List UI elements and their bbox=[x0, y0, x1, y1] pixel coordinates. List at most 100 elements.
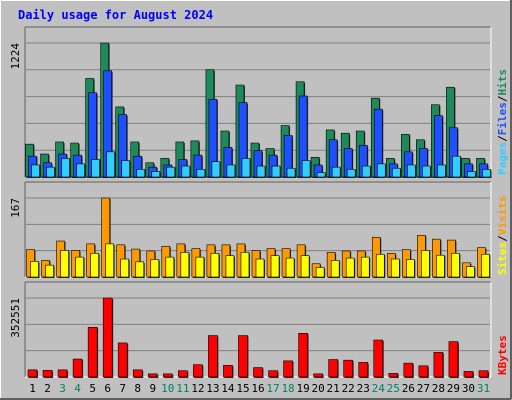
bar-pages-day-8 bbox=[136, 169, 146, 178]
bar-sites-day-11 bbox=[180, 252, 190, 278]
bar-kbytes-day-17 bbox=[268, 370, 278, 378]
bar-pages-day-17 bbox=[271, 165, 281, 178]
bar-kbytes-day-8 bbox=[132, 369, 143, 378]
y-axis-max-label: 352551 bbox=[9, 298, 22, 338]
bar-kbytes-day-15 bbox=[238, 335, 248, 378]
bar-pages-day-31 bbox=[482, 169, 491, 178]
legend-entry: Sites bbox=[496, 242, 509, 275]
legend-separator: / bbox=[496, 135, 509, 142]
bar-kbytes-day-14 bbox=[223, 365, 233, 378]
bar-pages-day-16 bbox=[256, 165, 266, 178]
y-axis-max-label: 167 bbox=[9, 198, 22, 218]
bar-sites-day-17 bbox=[270, 255, 280, 278]
bar-pages-day-14 bbox=[226, 164, 236, 178]
x-tick-label: 25 bbox=[387, 382, 400, 395]
x-tick-label: 19 bbox=[296, 382, 309, 395]
bar-sites-day-3 bbox=[60, 250, 69, 278]
bar-sites-day-12 bbox=[195, 256, 205, 278]
legend-separator: / bbox=[496, 95, 509, 102]
bar-sites-day-27 bbox=[421, 250, 430, 278]
bar-kbytes-day-21 bbox=[328, 359, 338, 378]
bar-kbytes-day-29 bbox=[448, 341, 459, 378]
bar-kbytes-day-1 bbox=[27, 369, 38, 378]
bar-sites-day-31 bbox=[481, 253, 490, 278]
x-tick-label: 23 bbox=[357, 382, 370, 395]
bar-pages-day-23 bbox=[361, 165, 371, 178]
x-tick-label: 21 bbox=[327, 382, 340, 395]
bar-pages-day-5 bbox=[91, 159, 100, 178]
bar-kbytes-day-24 bbox=[373, 339, 384, 378]
x-tick-label: 11 bbox=[176, 382, 189, 395]
x-tick-label: 18 bbox=[281, 382, 294, 395]
bar-sites-day-21 bbox=[330, 260, 340, 278]
bar-kbytes-day-28 bbox=[433, 352, 444, 378]
legend-entry: Pages bbox=[496, 142, 509, 175]
bar-kbytes-day-10 bbox=[163, 373, 173, 378]
x-tick-label: 24 bbox=[372, 382, 386, 395]
x-tick-label: 7 bbox=[119, 382, 126, 395]
bar-sites-day-30 bbox=[466, 266, 475, 278]
bar-sites-day-24 bbox=[375, 253, 385, 278]
x-tick-label: 5 bbox=[89, 382, 96, 395]
bar-kbytes-day-6 bbox=[102, 297, 113, 378]
x-tick-label: 12 bbox=[191, 382, 204, 395]
legend-visits-sites: Sites/Visits bbox=[496, 196, 509, 276]
chart-title: Daily usage for August 2024 bbox=[18, 8, 213, 22]
legend-entry: Files bbox=[496, 102, 509, 135]
y-axis-max-label: 1224 bbox=[9, 43, 22, 70]
bar-pages-day-28 bbox=[437, 164, 446, 178]
bar-pages-day-18 bbox=[286, 167, 296, 178]
bar-sites-day-1 bbox=[30, 261, 39, 278]
bar-pages-day-24 bbox=[376, 163, 386, 178]
x-tick-label: 17 bbox=[266, 382, 279, 395]
bar-kbytes-day-5 bbox=[87, 326, 98, 378]
bar-kbytes-day-7 bbox=[117, 342, 128, 378]
bar-pages-day-4 bbox=[76, 163, 85, 178]
bar-pages-day-21 bbox=[331, 166, 341, 178]
x-tick-label: 14 bbox=[221, 382, 235, 395]
bar-kbytes-day-2 bbox=[42, 369, 53, 378]
x-tick-label: 3 bbox=[59, 382, 66, 395]
bar-sites-day-16 bbox=[255, 258, 265, 278]
bar-sites-day-20 bbox=[315, 267, 325, 278]
bar-kbytes-day-30 bbox=[463, 371, 474, 378]
legend-kbytes: KBytes bbox=[496, 335, 509, 375]
bar-kbytes-day-11 bbox=[178, 370, 188, 378]
bar-sites-day-23 bbox=[360, 256, 370, 278]
bar-sites-day-7 bbox=[120, 258, 130, 278]
bar-kbytes-day-20 bbox=[313, 373, 323, 378]
bar-pages-day-26 bbox=[407, 164, 416, 178]
bar-kbytes-day-4 bbox=[72, 358, 83, 378]
chart-panels: 1224Pages/Files/Hits167Sites/Visits35255… bbox=[9, 26, 509, 378]
bar-kbytes-day-3 bbox=[57, 369, 68, 378]
bar-sites-day-2 bbox=[45, 264, 54, 278]
bar-pages-day-19 bbox=[301, 160, 311, 178]
bar-pages-day-1 bbox=[31, 164, 40, 178]
bar-sites-day-15 bbox=[240, 252, 250, 278]
bar-sites-day-8 bbox=[135, 261, 145, 278]
x-tick-label: 10 bbox=[161, 382, 174, 395]
bar-kbytes-day-23 bbox=[358, 362, 369, 378]
x-tick-label: 8 bbox=[134, 382, 141, 395]
bar-pages-day-15 bbox=[241, 158, 251, 178]
bar-sites-day-19 bbox=[300, 255, 310, 278]
bar-sites-day-22 bbox=[345, 257, 355, 278]
bar-sites-day-29 bbox=[451, 253, 460, 278]
bar-kbytes-day-12 bbox=[193, 364, 203, 378]
x-tick-label: 4 bbox=[74, 382, 81, 395]
bar-pages-day-9 bbox=[151, 171, 161, 178]
bar-pages-day-10 bbox=[166, 166, 176, 178]
bar-sites-day-14 bbox=[225, 255, 235, 278]
bar-sites-day-13 bbox=[210, 253, 220, 278]
bar-kbytes-day-26 bbox=[403, 362, 414, 378]
bar-kbytes-day-13 bbox=[208, 335, 218, 378]
bar-kbytes-day-25 bbox=[388, 373, 399, 378]
x-tick-label: 1 bbox=[29, 382, 36, 395]
bar-kbytes-day-19 bbox=[298, 333, 308, 378]
x-tick-label: 22 bbox=[342, 382, 355, 395]
bar-sites-day-4 bbox=[75, 256, 84, 278]
panel-visits-sites: 167 Sites/Visits bbox=[9, 181, 509, 278]
